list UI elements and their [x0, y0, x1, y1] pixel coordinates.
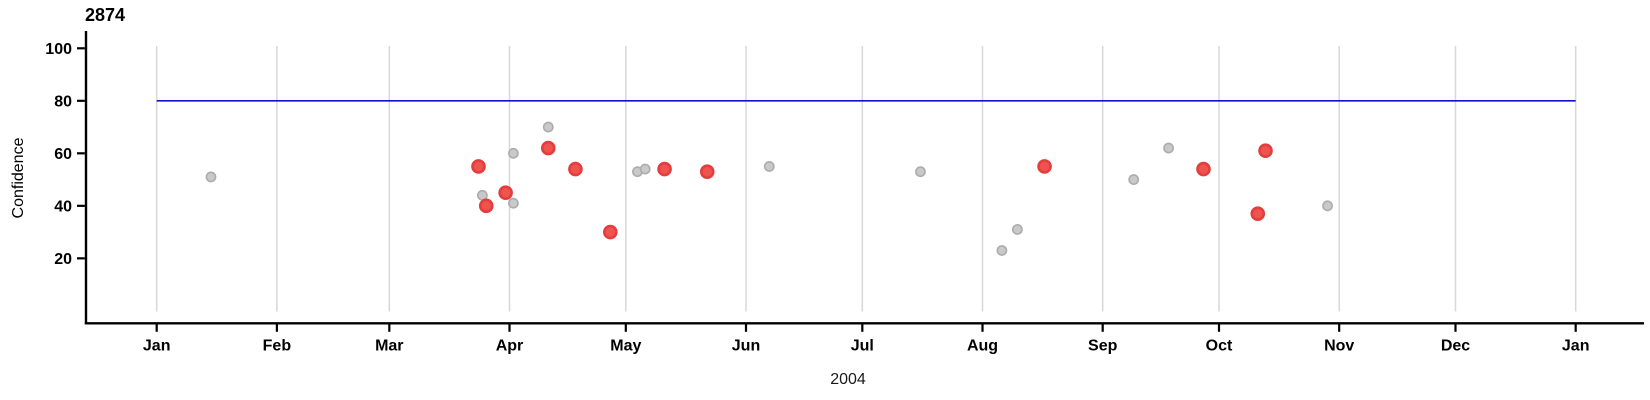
month-gridlines [155, 46, 1577, 312]
x-axis-year-label: 2004 [830, 371, 866, 388]
data-point-normal [507, 197, 519, 209]
data-point-highlighted [699, 164, 715, 179]
data-point-normal [639, 163, 651, 175]
x-tick-label: Jun [732, 337, 760, 354]
data-point-normal [542, 121, 554, 133]
chart-title: 2874 [85, 5, 125, 25]
data-point-highlighted [1250, 206, 1266, 222]
x-tick-label: Feb [263, 337, 292, 354]
x-tick-label: May [610, 337, 641, 354]
data-point-normal [1322, 200, 1333, 212]
y-tick-label: 60 [54, 146, 72, 163]
x-tick-label: Oct [1206, 337, 1233, 354]
data-point-highlighted [1258, 143, 1273, 158]
x-tick-label: Mar [375, 337, 403, 354]
x-tick-label: Dec [1441, 337, 1470, 354]
data-point-normal [763, 161, 775, 172]
data-point-normal [507, 147, 519, 159]
data-point-normal [1163, 142, 1174, 154]
data-points-highlighted [471, 140, 1273, 240]
data-point-normal [1128, 174, 1140, 185]
x-axis-ticks: Jan Feb Mar Apr May Jun Jul Aug Sep Oct Nov Dec Jan [143, 324, 1590, 354]
y-tick-label: 80 [54, 93, 72, 110]
data-point-highlighted [540, 140, 556, 156]
x-tick-label: Jan [143, 337, 171, 354]
data-point-highlighted [1037, 159, 1052, 174]
data-point-highlighted [498, 185, 513, 201]
data-point-highlighted [478, 198, 494, 214]
y-axis-ticks: 100 80 60 40 20 [45, 41, 85, 268]
x-tick-label: Nov [1324, 337, 1354, 354]
data-point-highlighted [603, 224, 618, 240]
y-tick-label: 100 [45, 41, 72, 58]
data-point-highlighted [657, 161, 672, 177]
x-tick-label: Jan [1562, 337, 1590, 354]
data-point-normal [915, 166, 926, 178]
data-point-normal [205, 171, 217, 183]
data-point-highlighted [568, 161, 583, 177]
x-tick-label: Sep [1088, 337, 1118, 354]
y-tick-label: 20 [54, 251, 72, 268]
data-points-normal [205, 121, 1333, 256]
data-point-normal [996, 245, 1008, 256]
data-point-normal [1011, 224, 1023, 235]
x-tick-label: Aug [967, 337, 998, 354]
data-point-highlighted [471, 159, 486, 174]
data-point-highlighted [1196, 161, 1211, 177]
axes [84, 31, 1644, 325]
y-tick-label: 40 [54, 198, 72, 215]
y-axis-label: Confidence [10, 137, 27, 218]
x-tick-label: Apr [496, 337, 524, 354]
data-point-normal [476, 189, 488, 201]
x-tick-label: Jul [851, 337, 874, 354]
